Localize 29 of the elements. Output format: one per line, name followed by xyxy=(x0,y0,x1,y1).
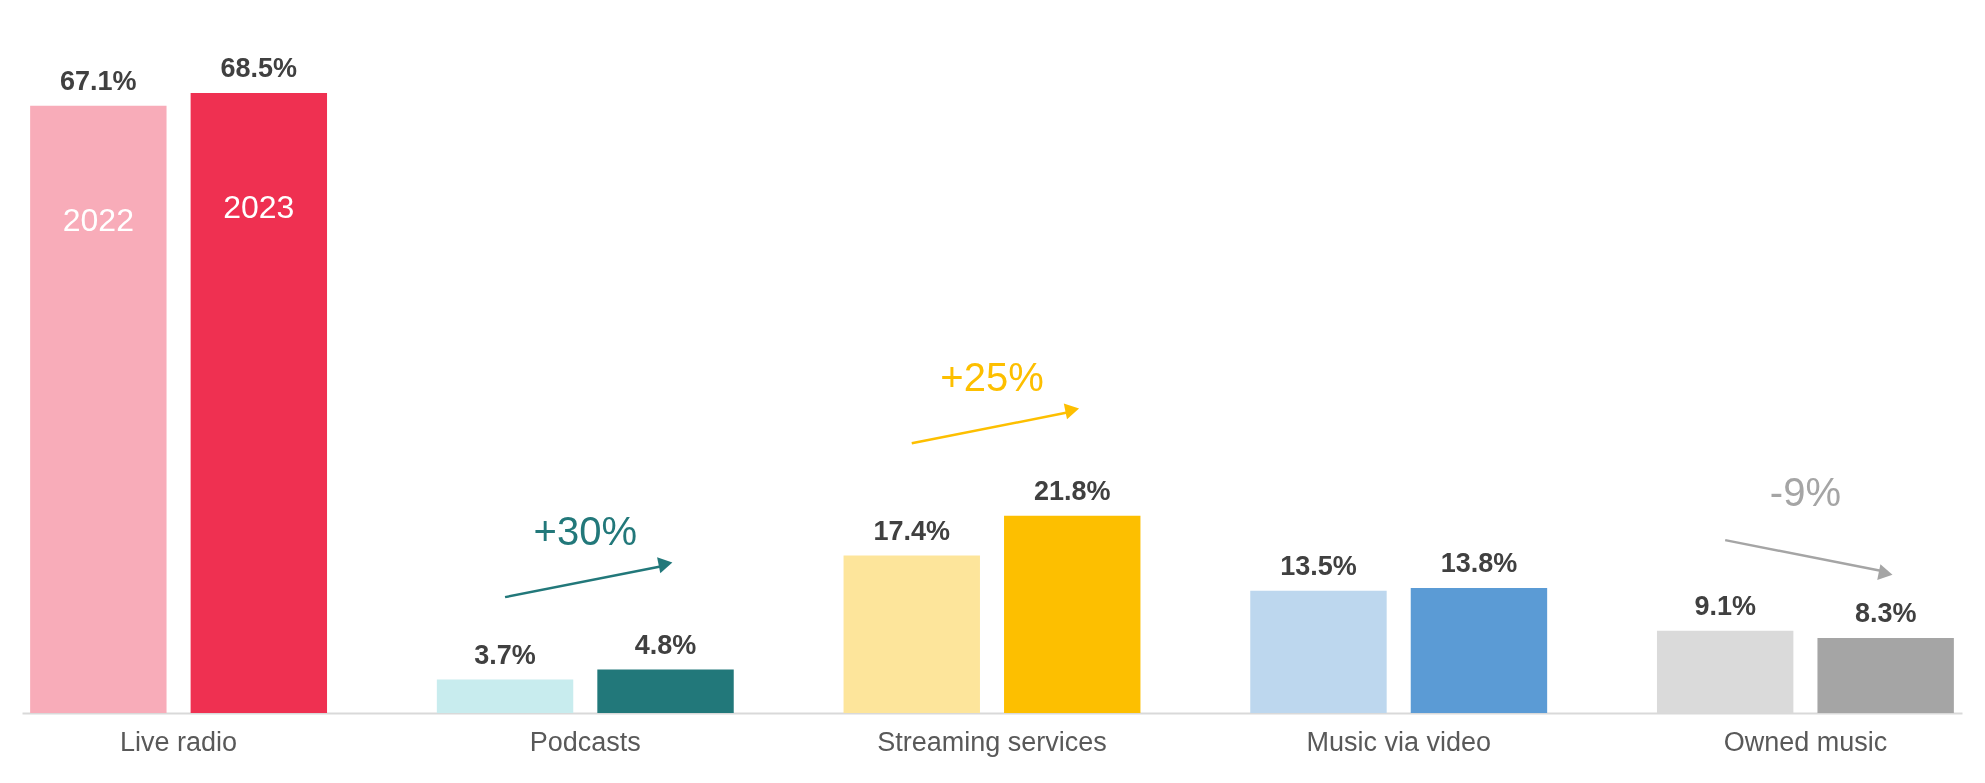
data-label: 67.1% xyxy=(60,65,137,96)
bar xyxy=(597,669,734,713)
x-tick-label: Podcasts xyxy=(529,726,641,757)
data-label: 13.5% xyxy=(1280,550,1357,581)
x-tick-label: Owned music xyxy=(1723,726,1888,757)
data-label: 9.1% xyxy=(1694,590,1756,621)
data-label: 21.8% xyxy=(1033,475,1111,506)
data-label: 17.4% xyxy=(873,515,951,546)
series-label: 2022 xyxy=(62,201,134,238)
bar xyxy=(1817,637,1954,713)
data-label: 3.7% xyxy=(474,639,536,670)
data-label: 68.5% xyxy=(220,53,298,83)
bar xyxy=(436,679,574,713)
x-tick-label: Streaming services xyxy=(877,726,1107,757)
bar xyxy=(843,555,980,713)
data-label: 13.8% xyxy=(1440,548,1518,579)
series-label: 2023 xyxy=(223,189,295,225)
bar xyxy=(30,105,167,713)
data-label: 4.8% xyxy=(634,629,697,660)
x-tick-label: Live radio xyxy=(120,726,238,757)
bar xyxy=(190,93,328,713)
annotation: -9% xyxy=(1769,469,1841,514)
data-label: 8.3% xyxy=(1854,597,1917,628)
bar xyxy=(1410,588,1548,713)
annotation: +25% xyxy=(940,354,1044,399)
annotation: +30% xyxy=(533,508,637,553)
x-tick-label: Music via video xyxy=(1306,726,1491,757)
bar xyxy=(1004,515,1141,713)
bar xyxy=(1250,590,1387,713)
